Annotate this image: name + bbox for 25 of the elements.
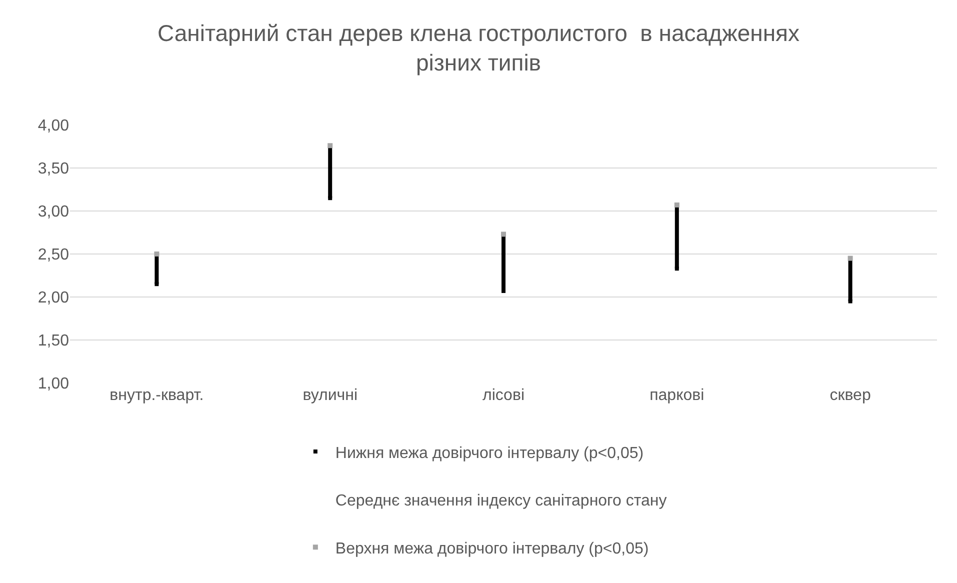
legend-label: Нижня межа довірчого інтервалу (p<0,05) xyxy=(335,444,644,462)
x-tick-label: лісові xyxy=(482,387,525,404)
y-tick-label: 3,00 xyxy=(38,204,70,221)
point xyxy=(674,266,679,271)
point xyxy=(154,252,160,256)
legend-label: Верхня межа довірчого інтервалу (p<0,05) xyxy=(335,540,649,558)
y-tick-label: 2,50 xyxy=(38,246,70,264)
chart-title: Санітарний стан дерев клена гостролистого в насадженнях різних типів xyxy=(157,20,800,76)
y-tick-label: 3,50 xyxy=(38,160,70,178)
point xyxy=(674,202,680,208)
point xyxy=(848,256,853,261)
point xyxy=(328,143,333,148)
point xyxy=(501,232,506,237)
y-tick-label: 4,00 xyxy=(38,118,70,135)
x-tick-label: вуличні xyxy=(302,387,358,404)
text: Середнє значення індексу санітарного стану xyxy=(335,492,667,510)
y-tick-label: 1,50 xyxy=(38,332,70,350)
point xyxy=(328,196,332,200)
point xyxy=(154,282,159,286)
x-tick-label: паркові xyxy=(650,387,704,404)
y-tick-label: 2,00 xyxy=(38,290,70,307)
point xyxy=(848,299,852,304)
x-tick-label: сквер xyxy=(830,387,871,404)
x-tick-label: внутр.-кварт. xyxy=(110,387,204,404)
y-tick-label: 1,00 xyxy=(38,376,70,393)
